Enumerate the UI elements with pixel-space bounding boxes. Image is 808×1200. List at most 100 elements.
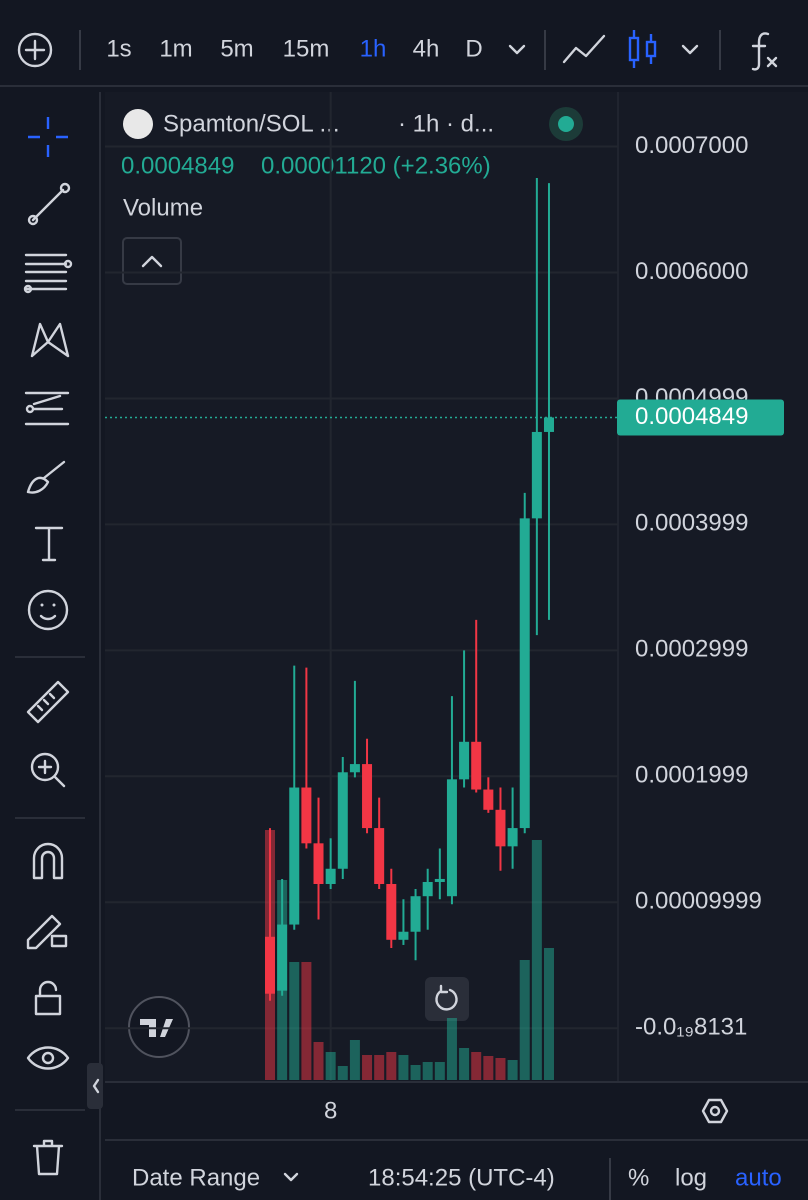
y-tick-label: 0.0001999 [635, 762, 748, 789]
volume-bar [531, 840, 542, 1080]
emoji-tool[interactable] [27, 589, 69, 631]
volume-bar [374, 1055, 385, 1080]
candle-body [337, 772, 348, 869]
y-tick-label: 0.0007000 [635, 132, 748, 159]
crosshair-tool[interactable] [28, 117, 68, 157]
volume-bar [446, 1018, 457, 1080]
y-tick-label: 0.0006000 [635, 258, 748, 285]
y-tick-label: -0.0₁₉8131 [635, 1014, 747, 1041]
date-range-menu[interactable] [283, 1172, 299, 1182]
y-tick-label: 0.0003999 [635, 510, 748, 537]
fib-tool[interactable] [23, 253, 73, 294]
volume-bar [325, 1052, 336, 1080]
settings-button[interactable] [701, 1098, 729, 1124]
collapse-legend[interactable] [122, 237, 182, 285]
interval-button[interactable]: 5m [220, 35, 253, 62]
volume-label: Volume [123, 194, 203, 221]
trendline-tool[interactable] [27, 182, 71, 226]
candle-body [386, 884, 397, 940]
candle-body [265, 936, 275, 994]
volume-bar [362, 1055, 373, 1080]
y-tick-label: 0.0002999 [635, 636, 748, 663]
candle-body [374, 828, 385, 884]
volume-bar [434, 1062, 445, 1080]
interval-button[interactable]: 1s [106, 35, 131, 62]
candle-body [543, 417, 554, 432]
add-button[interactable] [17, 32, 53, 68]
delete-tool[interactable] [32, 1139, 64, 1176]
symbol-subtitle: · 1h · d... [398, 110, 494, 137]
candle-body [313, 843, 324, 884]
percent-toggle[interactable]: % [628, 1164, 649, 1191]
symbol-title: Spamton/SOL ... [163, 110, 340, 137]
brush-tool[interactable] [26, 460, 66, 494]
candle-body [471, 741, 482, 790]
candle-body [495, 809, 506, 847]
candle-body [434, 878, 445, 882]
visibility-tool[interactable] [26, 1046, 70, 1070]
interval-button[interactable]: 1h [360, 35, 387, 62]
clock: 18:54:25 (UTC-4) [368, 1164, 555, 1191]
volume-bar [422, 1062, 433, 1080]
candle-body [531, 431, 542, 519]
magnet-tool[interactable] [32, 842, 64, 880]
reset-icon [435, 984, 458, 1011]
candle-body [325, 868, 336, 884]
tv-logo[interactable] [128, 996, 190, 1058]
candle-body [277, 924, 288, 991]
forecast-tool[interactable] [24, 391, 70, 426]
tv-logo-mark [140, 1019, 173, 1037]
volume-bar [289, 962, 300, 1080]
last-price-tag [617, 399, 784, 436]
volume-bar [410, 1065, 421, 1080]
candle-body [422, 881, 433, 897]
volume-bar [507, 1060, 518, 1080]
volume-bar [495, 1058, 506, 1080]
zoom-tool[interactable] [30, 752, 66, 788]
interval-button[interactable]: 1m [159, 35, 192, 62]
interval-button[interactable]: 15m [283, 35, 330, 62]
text-tool[interactable] [34, 526, 64, 562]
volume-bar [398, 1055, 409, 1080]
candle-body [410, 896, 421, 932]
indicators-button[interactable] [751, 32, 778, 71]
candle-body [519, 518, 530, 829]
line-style-button[interactable] [562, 34, 606, 64]
auto-toggle[interactable]: auto [735, 1164, 782, 1191]
symbol-logo [123, 109, 153, 139]
candle-body [398, 931, 409, 940]
x-tick-label: 8 [324, 1097, 337, 1124]
ruler-tool[interactable] [26, 680, 70, 724]
volume-bar [459, 1048, 470, 1080]
interval-button[interactable]: 4h [413, 35, 440, 62]
chart-pane [105, 92, 808, 1082]
candle-style-button[interactable] [628, 30, 657, 68]
chart-style-menu[interactable] [681, 44, 699, 55]
candle-body [507, 828, 518, 847]
volume-bar [543, 948, 554, 1080]
last-price-tag-label: 0.0004849 [635, 403, 748, 430]
interval-button[interactable]: D [465, 35, 482, 62]
log-toggle[interactable]: log [675, 1164, 707, 1191]
status-dot [558, 116, 574, 132]
candle-body [446, 779, 457, 897]
volume-bar [349, 1040, 360, 1080]
candle-body [483, 789, 494, 810]
collapse-icon [92, 1078, 100, 1094]
reset-button[interactable] [425, 977, 469, 1021]
date-range[interactable]: Date Range [132, 1164, 260, 1191]
lock-drawings-tool[interactable] [26, 914, 68, 950]
interval-menu[interactable] [508, 44, 526, 55]
pattern-tool[interactable] [30, 322, 70, 358]
volume-bar [519, 960, 530, 1080]
candle-body [289, 787, 300, 925]
candle-body [459, 741, 470, 780]
candle-body [349, 764, 360, 773]
volume-bar [483, 1056, 494, 1080]
candle-body [301, 787, 312, 844]
collapse-legend-icon [141, 255, 163, 268]
lock-tool[interactable] [34, 980, 62, 1016]
volume-bar [386, 1052, 397, 1080]
